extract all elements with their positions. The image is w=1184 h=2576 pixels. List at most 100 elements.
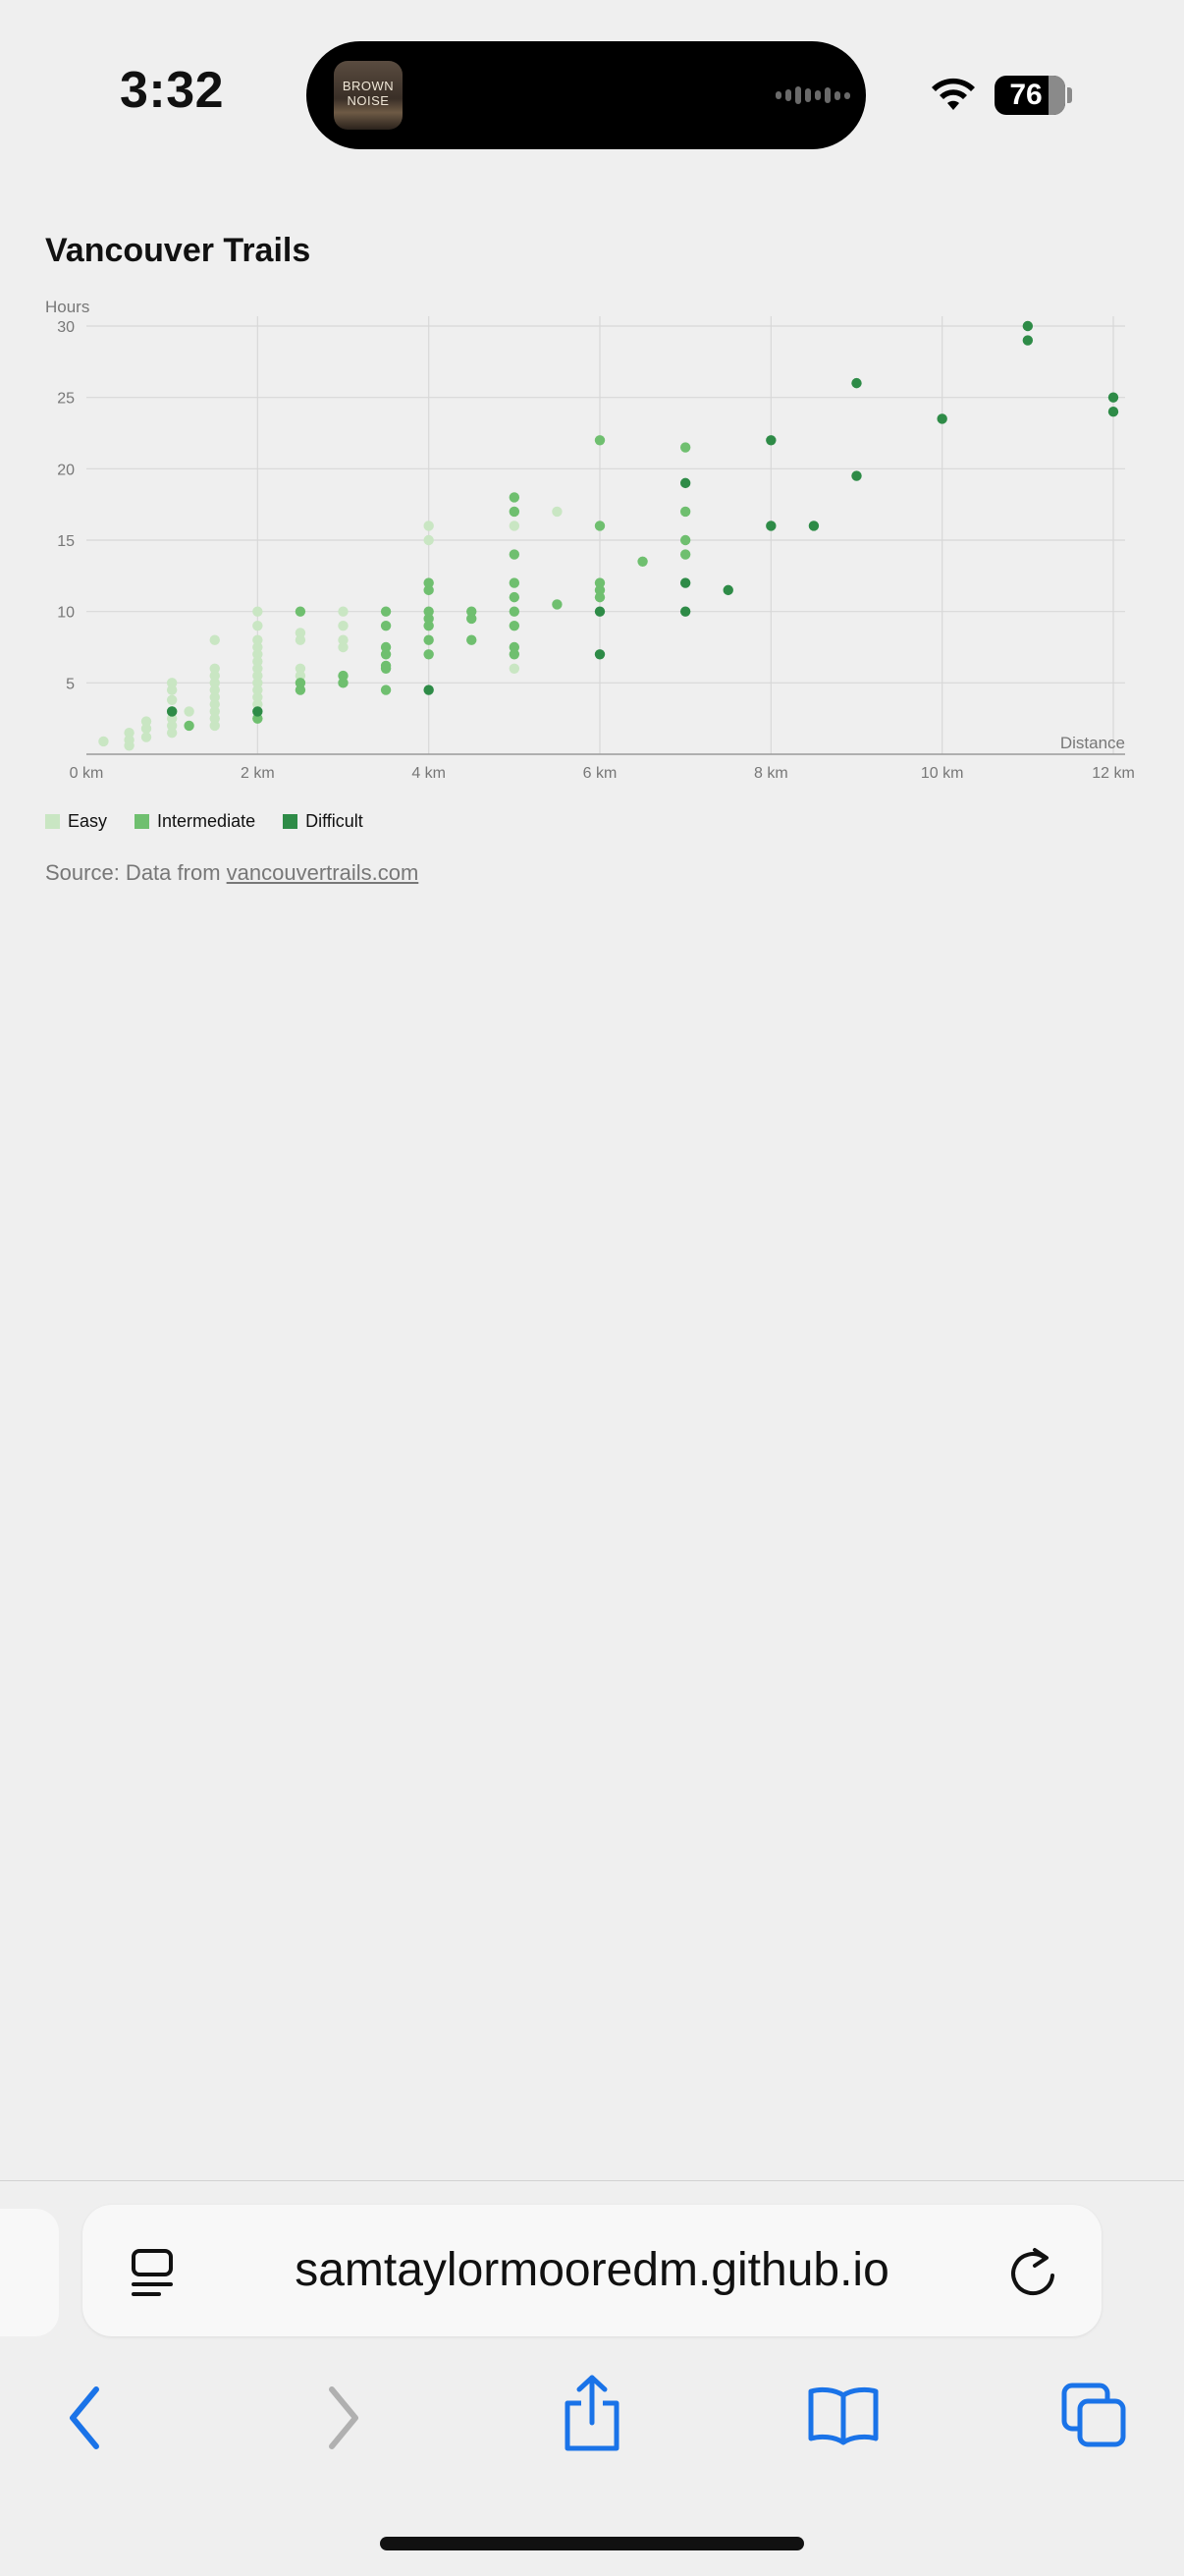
legend-swatch-difficult <box>283 814 298 829</box>
data-point-intermediate <box>637 556 648 567</box>
data-point-intermediate <box>466 634 477 645</box>
data-point-difficult <box>166 706 178 717</box>
previous-tab-preview[interactable] <box>0 2209 59 2336</box>
data-points <box>98 320 1119 751</box>
data-point-intermediate <box>380 641 392 653</box>
data-point-intermediate <box>594 591 606 603</box>
page-menu-icon[interactable] <box>130 2248 175 2297</box>
data-point-difficult <box>423 685 434 695</box>
dynamic-island[interactable]: BROWN NOISE <box>306 41 866 149</box>
data-point-intermediate <box>423 577 434 588</box>
data-point-easy <box>423 521 434 531</box>
source-link[interactable]: vancouvertrails.com <box>226 860 419 885</box>
data-point-easy <box>140 716 152 727</box>
data-point-easy <box>295 670 306 682</box>
data-point-easy <box>338 621 349 631</box>
address-bar[interactable]: samtaylormooredm.github.io <box>82 2205 1102 2336</box>
data-point-intermediate <box>380 660 392 672</box>
data-point-intermediate <box>295 678 306 688</box>
data-point-easy <box>252 685 263 695</box>
legend-label-easy: Easy <box>68 811 108 831</box>
axes: 5 10 15 20 25 30 0 km 2 km 4 km 6 km 8 km 10 km 12 k… <box>45 298 1135 782</box>
data-point-difficult <box>766 435 777 446</box>
data-point-difficult <box>808 521 820 531</box>
data-point-easy <box>209 663 220 674</box>
data-point-intermediate <box>679 534 691 546</box>
data-point-difficult <box>766 521 777 531</box>
x-tick-label: 2 km <box>241 765 275 782</box>
status-time: 3:32 <box>120 62 225 119</box>
url-text[interactable]: samtaylormooredm.github.io <box>295 2244 889 2296</box>
legend-item-difficult: Difficult <box>283 811 363 832</box>
artwork-line-1: BROWN <box>342 79 395 93</box>
data-point-difficult <box>851 470 862 481</box>
data-point-intermediate <box>594 521 606 531</box>
scatter-chart: 5 10 15 20 25 30 0 km 2 km 4 km 6 km 8 km 10 km 12 k… <box>45 298 1135 782</box>
forward-icon[interactable] <box>318 2384 367 2452</box>
tabs-icon[interactable] <box>1060 2382 1129 2450</box>
data-point-easy <box>338 634 349 645</box>
data-point-easy <box>423 534 434 546</box>
data-point-intermediate <box>509 606 520 617</box>
chart-title: Vancouver Trails <box>45 232 311 269</box>
data-point-intermediate <box>466 606 477 617</box>
reload-icon[interactable] <box>1007 2244 1058 2299</box>
data-point-difficult <box>723 584 733 596</box>
browser-toolbar <box>0 2364 1184 2501</box>
legend-label-intermediate: Intermediate <box>157 811 256 831</box>
back-icon[interactable] <box>61 2384 110 2452</box>
data-point-intermediate <box>338 670 349 682</box>
data-point-easy <box>166 713 178 724</box>
bookmarks-icon[interactable] <box>807 2385 880 2446</box>
data-point-easy <box>252 641 263 653</box>
data-point-intermediate <box>466 613 477 625</box>
y-tick-label: 5 <box>66 676 75 692</box>
data-point-easy <box>166 685 178 695</box>
data-point-intermediate <box>679 442 691 453</box>
data-point-intermediate <box>423 649 434 660</box>
data-point-difficult <box>594 606 606 617</box>
data-point-difficult <box>679 577 691 588</box>
data-point-easy <box>295 634 306 645</box>
data-point-easy <box>338 606 349 617</box>
data-point-easy <box>252 621 263 631</box>
data-point-easy <box>209 706 220 717</box>
data-point-easy <box>252 678 263 688</box>
data-point-easy <box>252 634 263 645</box>
data-point-difficult <box>252 706 263 717</box>
data-point-difficult <box>594 649 606 660</box>
data-point-difficult <box>1022 335 1034 346</box>
artwork-line-2: NOISE <box>347 93 390 108</box>
data-point-easy <box>209 685 220 695</box>
data-point-intermediate <box>295 685 306 695</box>
data-point-easy <box>166 694 178 705</box>
data-point-easy <box>140 732 152 742</box>
x-tick-label: 8 km <box>754 765 788 782</box>
data-point-intermediate <box>594 435 606 446</box>
data-point-intermediate <box>380 621 392 631</box>
data-point-easy <box>509 521 520 531</box>
data-point-intermediate <box>423 606 434 617</box>
y-tick-label: 25 <box>57 391 75 408</box>
data-point-intermediate <box>594 577 606 588</box>
data-point-intermediate <box>509 621 520 631</box>
source-note: Source: Data from vancouvertrails.com <box>45 860 418 886</box>
data-point-easy <box>252 649 263 660</box>
data-point-intermediate <box>338 678 349 688</box>
data-point-easy <box>295 663 306 674</box>
data-point-intermediate <box>509 591 520 603</box>
data-point-intermediate <box>509 492 520 503</box>
legend-item-easy: Easy <box>45 811 107 832</box>
data-point-difficult <box>1022 320 1034 332</box>
data-point-easy <box>166 728 178 739</box>
data-point-easy <box>252 663 263 674</box>
source-prefix: Source: Data from <box>45 860 227 885</box>
y-tick-label: 15 <box>57 533 75 550</box>
data-point-intermediate <box>295 606 306 617</box>
legend-swatch-easy <box>45 814 60 829</box>
x-tick-label: 0 km <box>70 765 104 782</box>
data-point-easy <box>98 736 109 747</box>
share-icon[interactable] <box>560 2374 624 2452</box>
data-point-easy <box>295 628 306 638</box>
battery-level: 76 <box>1009 79 1043 111</box>
